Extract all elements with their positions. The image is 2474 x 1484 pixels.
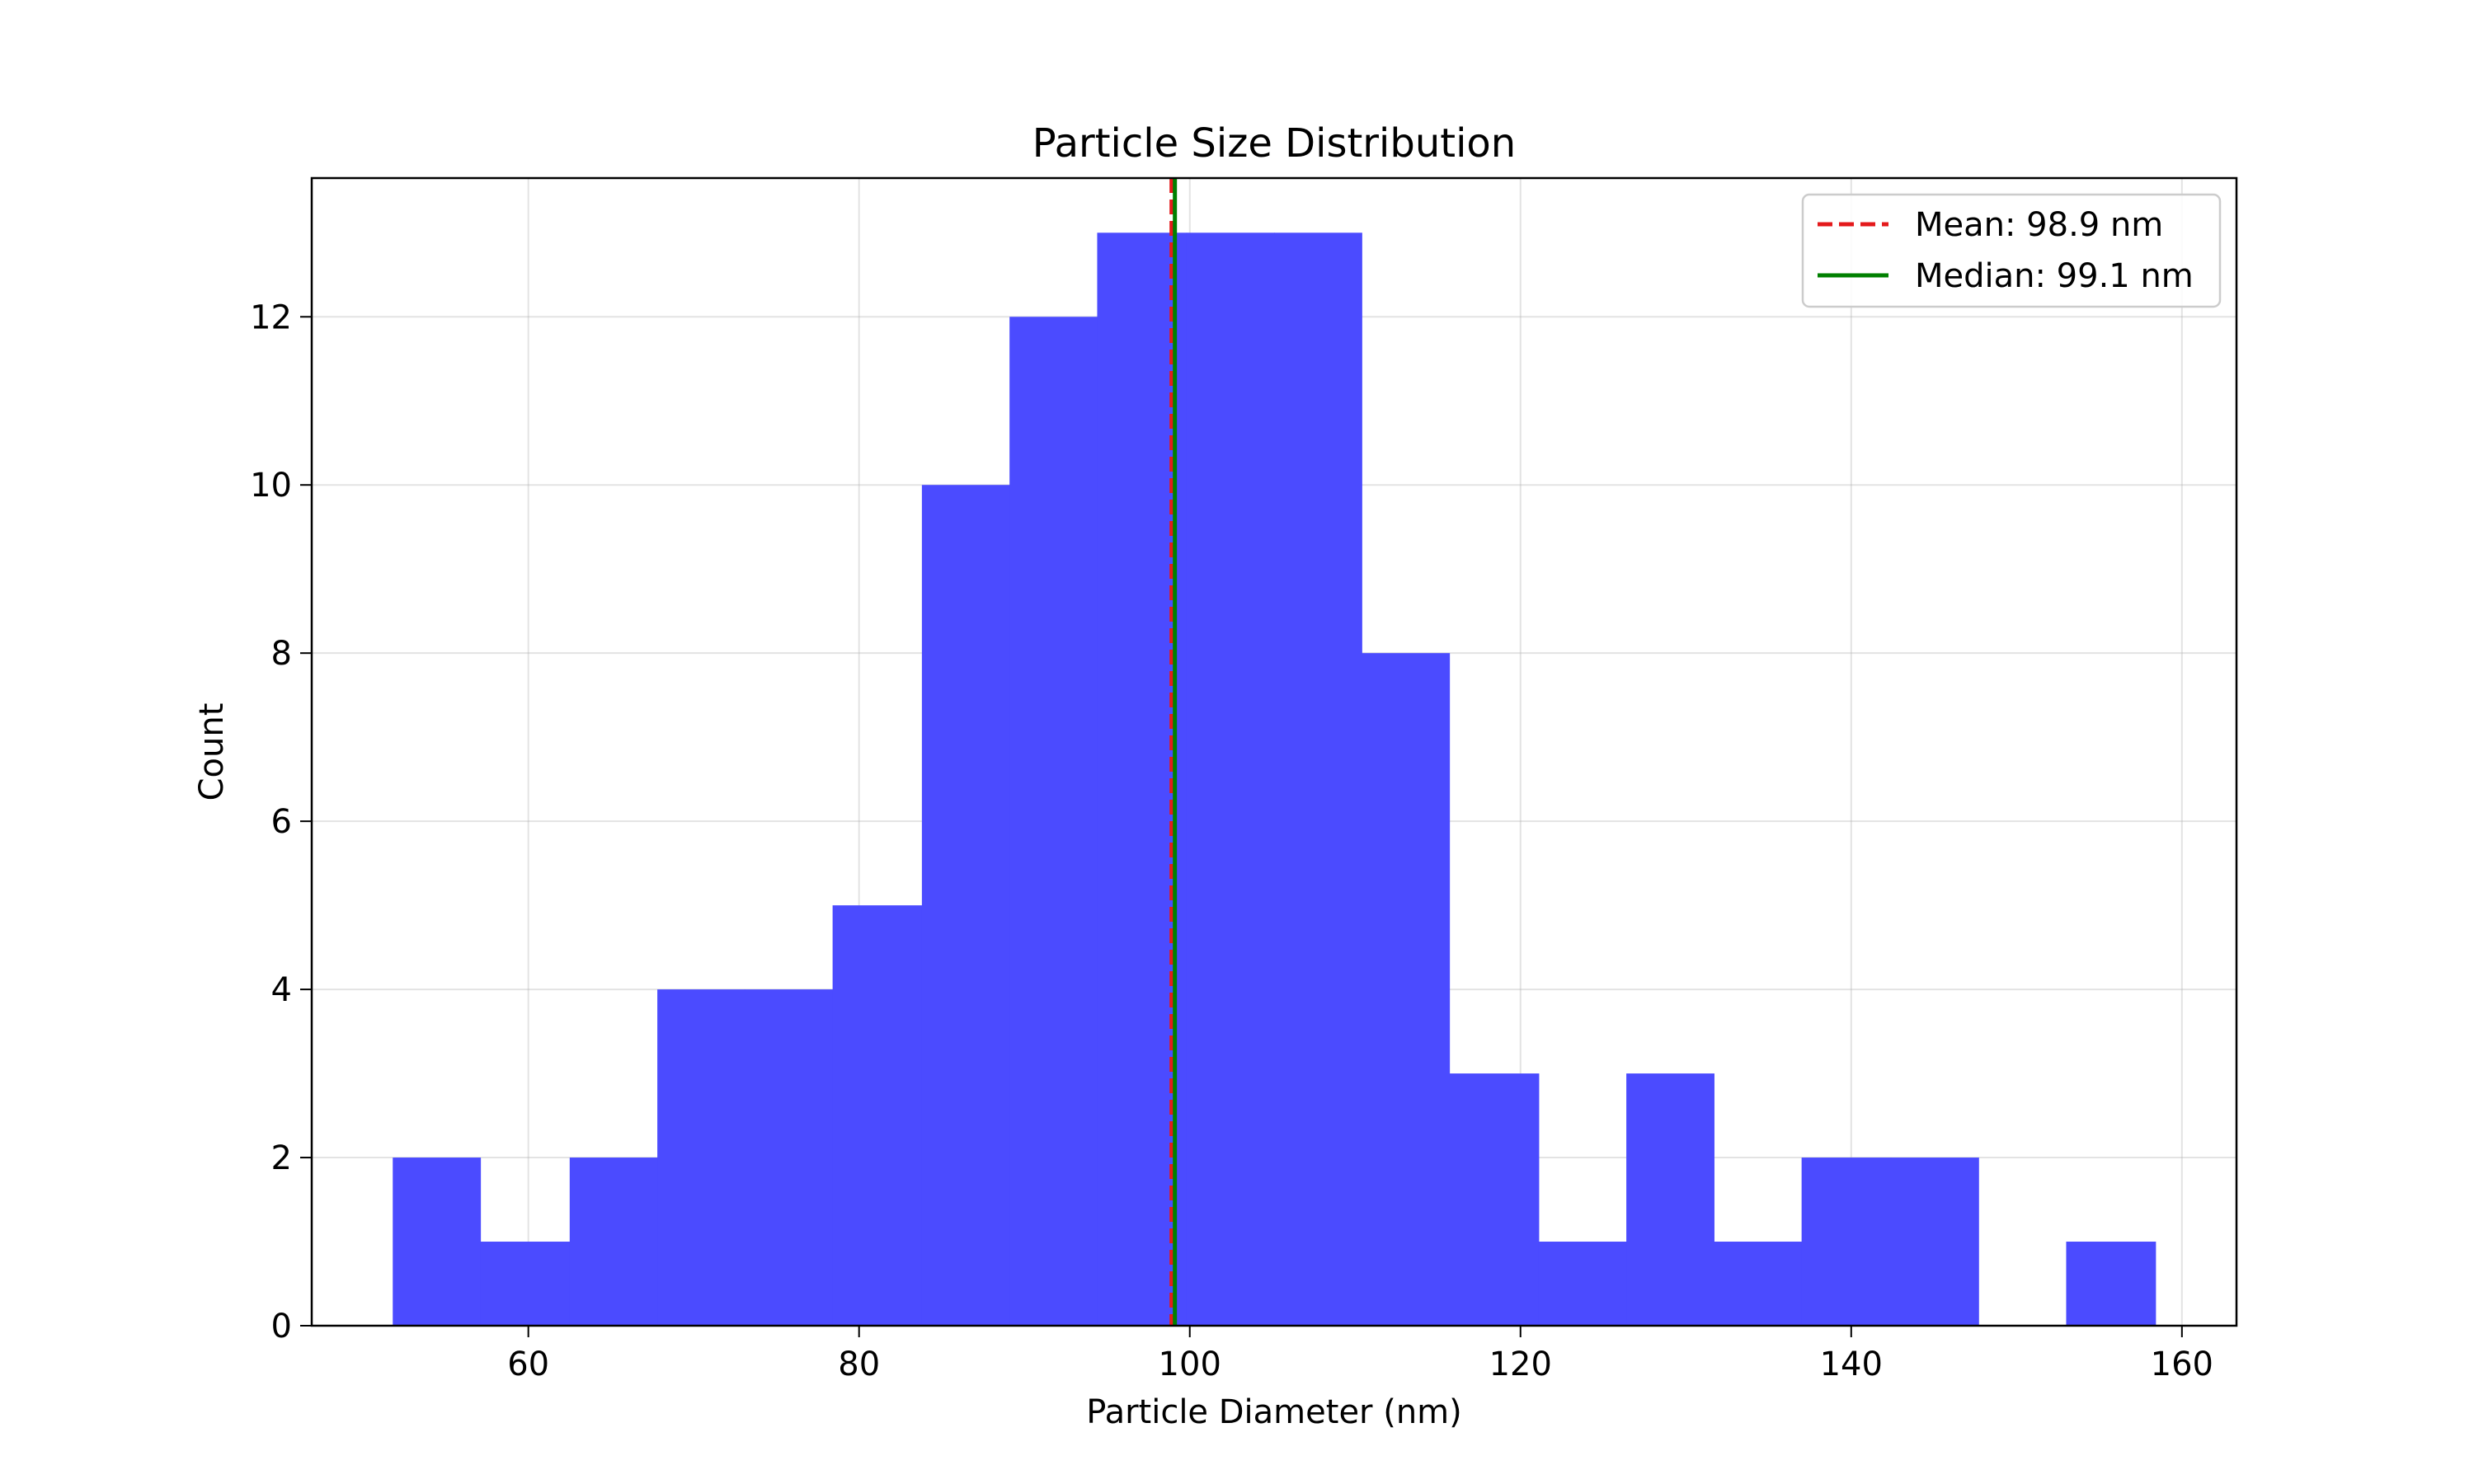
y-tick-label: 10	[250, 467, 292, 505]
y-tick-label: 2	[271, 1139, 292, 1177]
y-tick-label: 8	[271, 635, 292, 673]
histogram-bar	[832, 905, 923, 1326]
histogram-bar	[1186, 232, 1275, 1327]
histogram-bar	[1449, 1073, 1540, 1326]
x-axis-ticks: 60 80 100 120 140 160	[507, 1326, 2213, 1383]
reference-lines	[1169, 178, 1178, 1326]
x-tick-label: 120	[1489, 1345, 1552, 1383]
histogram-bar	[393, 1158, 482, 1326]
histogram-bar	[1801, 1158, 1892, 1326]
chart-title: Particle Size Distribution	[1032, 120, 1516, 167]
x-tick-label: 140	[1820, 1345, 1883, 1383]
histogram-bar	[480, 1242, 571, 1326]
legend: Mean: 98.9 nm Median: 99.1 nm	[1801, 193, 2222, 308]
histogram-bar	[569, 1158, 658, 1326]
histogram-bar	[1274, 232, 1362, 1327]
legend-box	[1801, 193, 2222, 308]
x-axis-label: Particle Diameter (nm)	[1086, 1393, 1462, 1431]
y-tick-label: 12	[250, 298, 292, 336]
histogram-bar	[1538, 1242, 1627, 1326]
histogram-bar	[921, 485, 1010, 1326]
histogram-bar	[1626, 1073, 1714, 1326]
y-tick-label: 0	[271, 1308, 292, 1345]
x-tick-label: 160	[2151, 1345, 2213, 1383]
histogram-bar	[1714, 1242, 1803, 1326]
histogram-bar	[2066, 1242, 2157, 1326]
y-axis-label: Count	[193, 703, 231, 801]
x-tick-label: 80	[838, 1345, 880, 1383]
plot-frame	[310, 176, 2238, 1327]
histogram-bar	[1362, 653, 1451, 1326]
x-tick-label: 60	[507, 1345, 549, 1383]
histogram-bar	[1009, 317, 1098, 1327]
x-tick-label: 100	[1159, 1345, 1221, 1383]
y-axis-ticks: 0 2 4 6 8 10 12	[250, 298, 312, 1345]
legend-median-label: Median: 99.1 nm	[1915, 257, 2194, 295]
histogram-bar	[745, 989, 834, 1326]
histogram-bar	[657, 989, 745, 1326]
histogram-bars	[393, 232, 2157, 1327]
y-tick-label: 6	[271, 803, 292, 841]
y-tick-label: 4	[271, 971, 292, 1009]
legend-mean-label: Mean: 98.9 nm	[1915, 206, 2163, 244]
histogram-bar	[1890, 1158, 1979, 1326]
